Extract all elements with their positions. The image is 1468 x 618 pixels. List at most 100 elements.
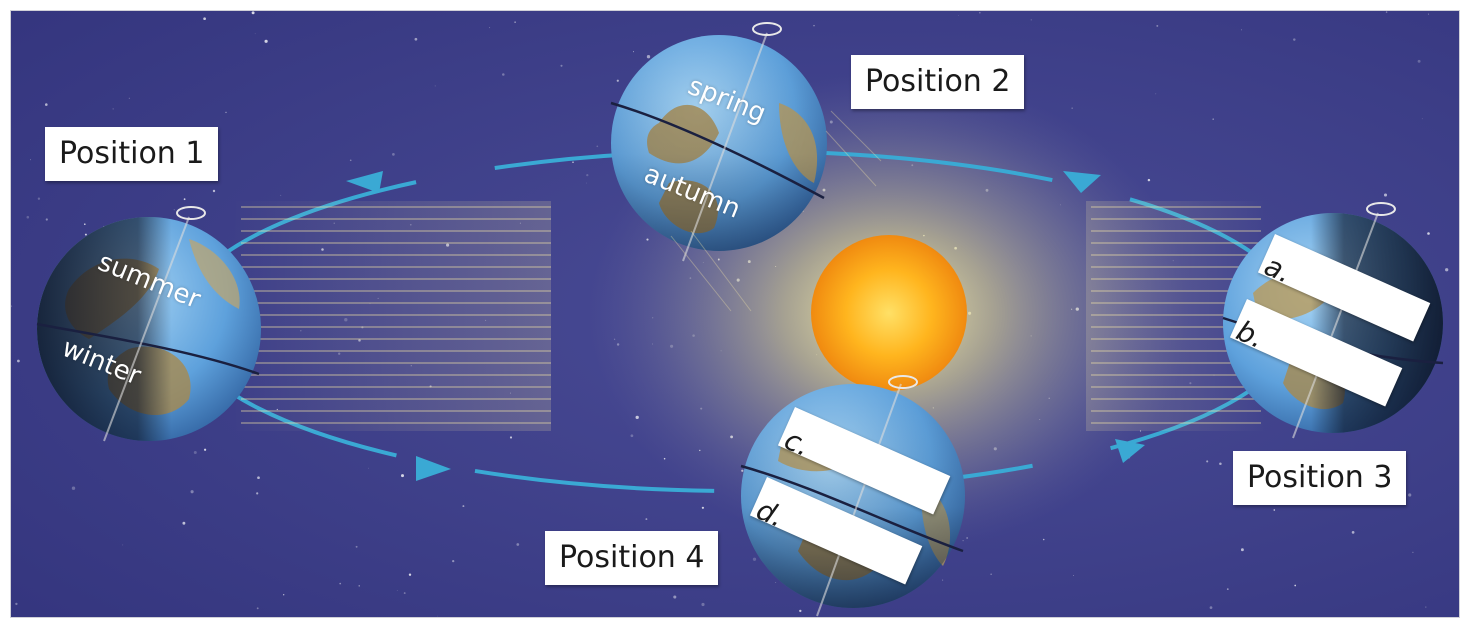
star [1155,93,1157,95]
star [122,544,124,546]
star [1427,232,1430,235]
star [408,573,412,576]
star [190,490,194,494]
star [452,559,455,563]
sun-rays-left [231,201,551,431]
star [514,21,516,23]
orbit-arrow-icon [416,456,451,481]
star [1212,118,1214,120]
star [37,197,41,200]
star [84,233,87,236]
orbit-arrow-icon [346,171,383,193]
position-2-label: Position 2 [851,55,1025,109]
star [516,543,520,546]
star [30,159,31,161]
star [1351,531,1355,534]
star [355,545,358,548]
sun-rays-position-2 [670,110,882,312]
star [502,73,505,76]
star [45,103,48,106]
star [401,474,404,478]
star [596,145,599,148]
star [26,215,30,219]
star [84,223,86,225]
star [11,305,13,308]
star [1408,493,1412,497]
star [462,505,465,508]
star [752,557,757,561]
star [701,506,705,509]
star [1147,178,1151,182]
star [1030,19,1032,21]
star [1385,11,1388,13]
star [701,602,705,607]
star [1240,548,1244,552]
star [403,592,406,595]
star [1226,588,1229,590]
star [673,595,677,599]
orbit-arrow-icon [1063,171,1101,193]
star [368,467,369,469]
star [813,24,815,27]
star [183,198,186,201]
star [1042,538,1045,541]
star [339,582,342,585]
star [586,182,587,184]
star [1428,13,1430,15]
star [414,37,418,41]
orbit-scene [11,11,1459,617]
star [942,579,944,581]
earth-position-1 [36,206,261,442]
star [1219,462,1222,466]
star [254,33,256,35]
star [173,209,175,211]
star [1073,575,1074,576]
star [1417,59,1421,63]
star [112,108,114,110]
star [256,492,259,495]
star [256,607,259,610]
star [646,55,651,59]
seasons-diagram: Position 1 Position 2 Position 3 Positio… [10,10,1460,618]
star [775,582,777,583]
star [572,161,574,164]
star [15,602,18,606]
star [1294,584,1297,587]
star [1240,29,1242,31]
star [349,159,352,162]
star [1425,606,1427,608]
star [71,486,76,490]
position-1-label: Position 1 [45,127,219,181]
star [128,97,130,99]
sun [811,235,967,391]
position-3-label: Position 3 [1233,451,1407,505]
star [17,359,20,363]
star [193,451,197,454]
star [1293,38,1296,41]
star [1412,551,1414,554]
star [489,27,491,29]
star [633,51,635,53]
star [358,585,360,587]
star [1206,460,1209,463]
star [45,218,48,221]
star [264,39,268,43]
star [645,518,648,521]
star [392,153,395,156]
star [560,64,563,67]
star [990,573,992,575]
orbit-arrow-icon [1115,439,1145,463]
star [616,79,619,82]
star [1273,509,1276,511]
star [212,189,216,193]
star [203,448,207,451]
star [1383,193,1388,197]
star [958,15,959,17]
star [182,521,186,525]
position-4-label: Position 4 [545,531,719,585]
star [586,173,589,177]
star [251,11,255,15]
star [799,609,802,613]
star [434,85,436,87]
earth-position-2 [610,22,827,262]
